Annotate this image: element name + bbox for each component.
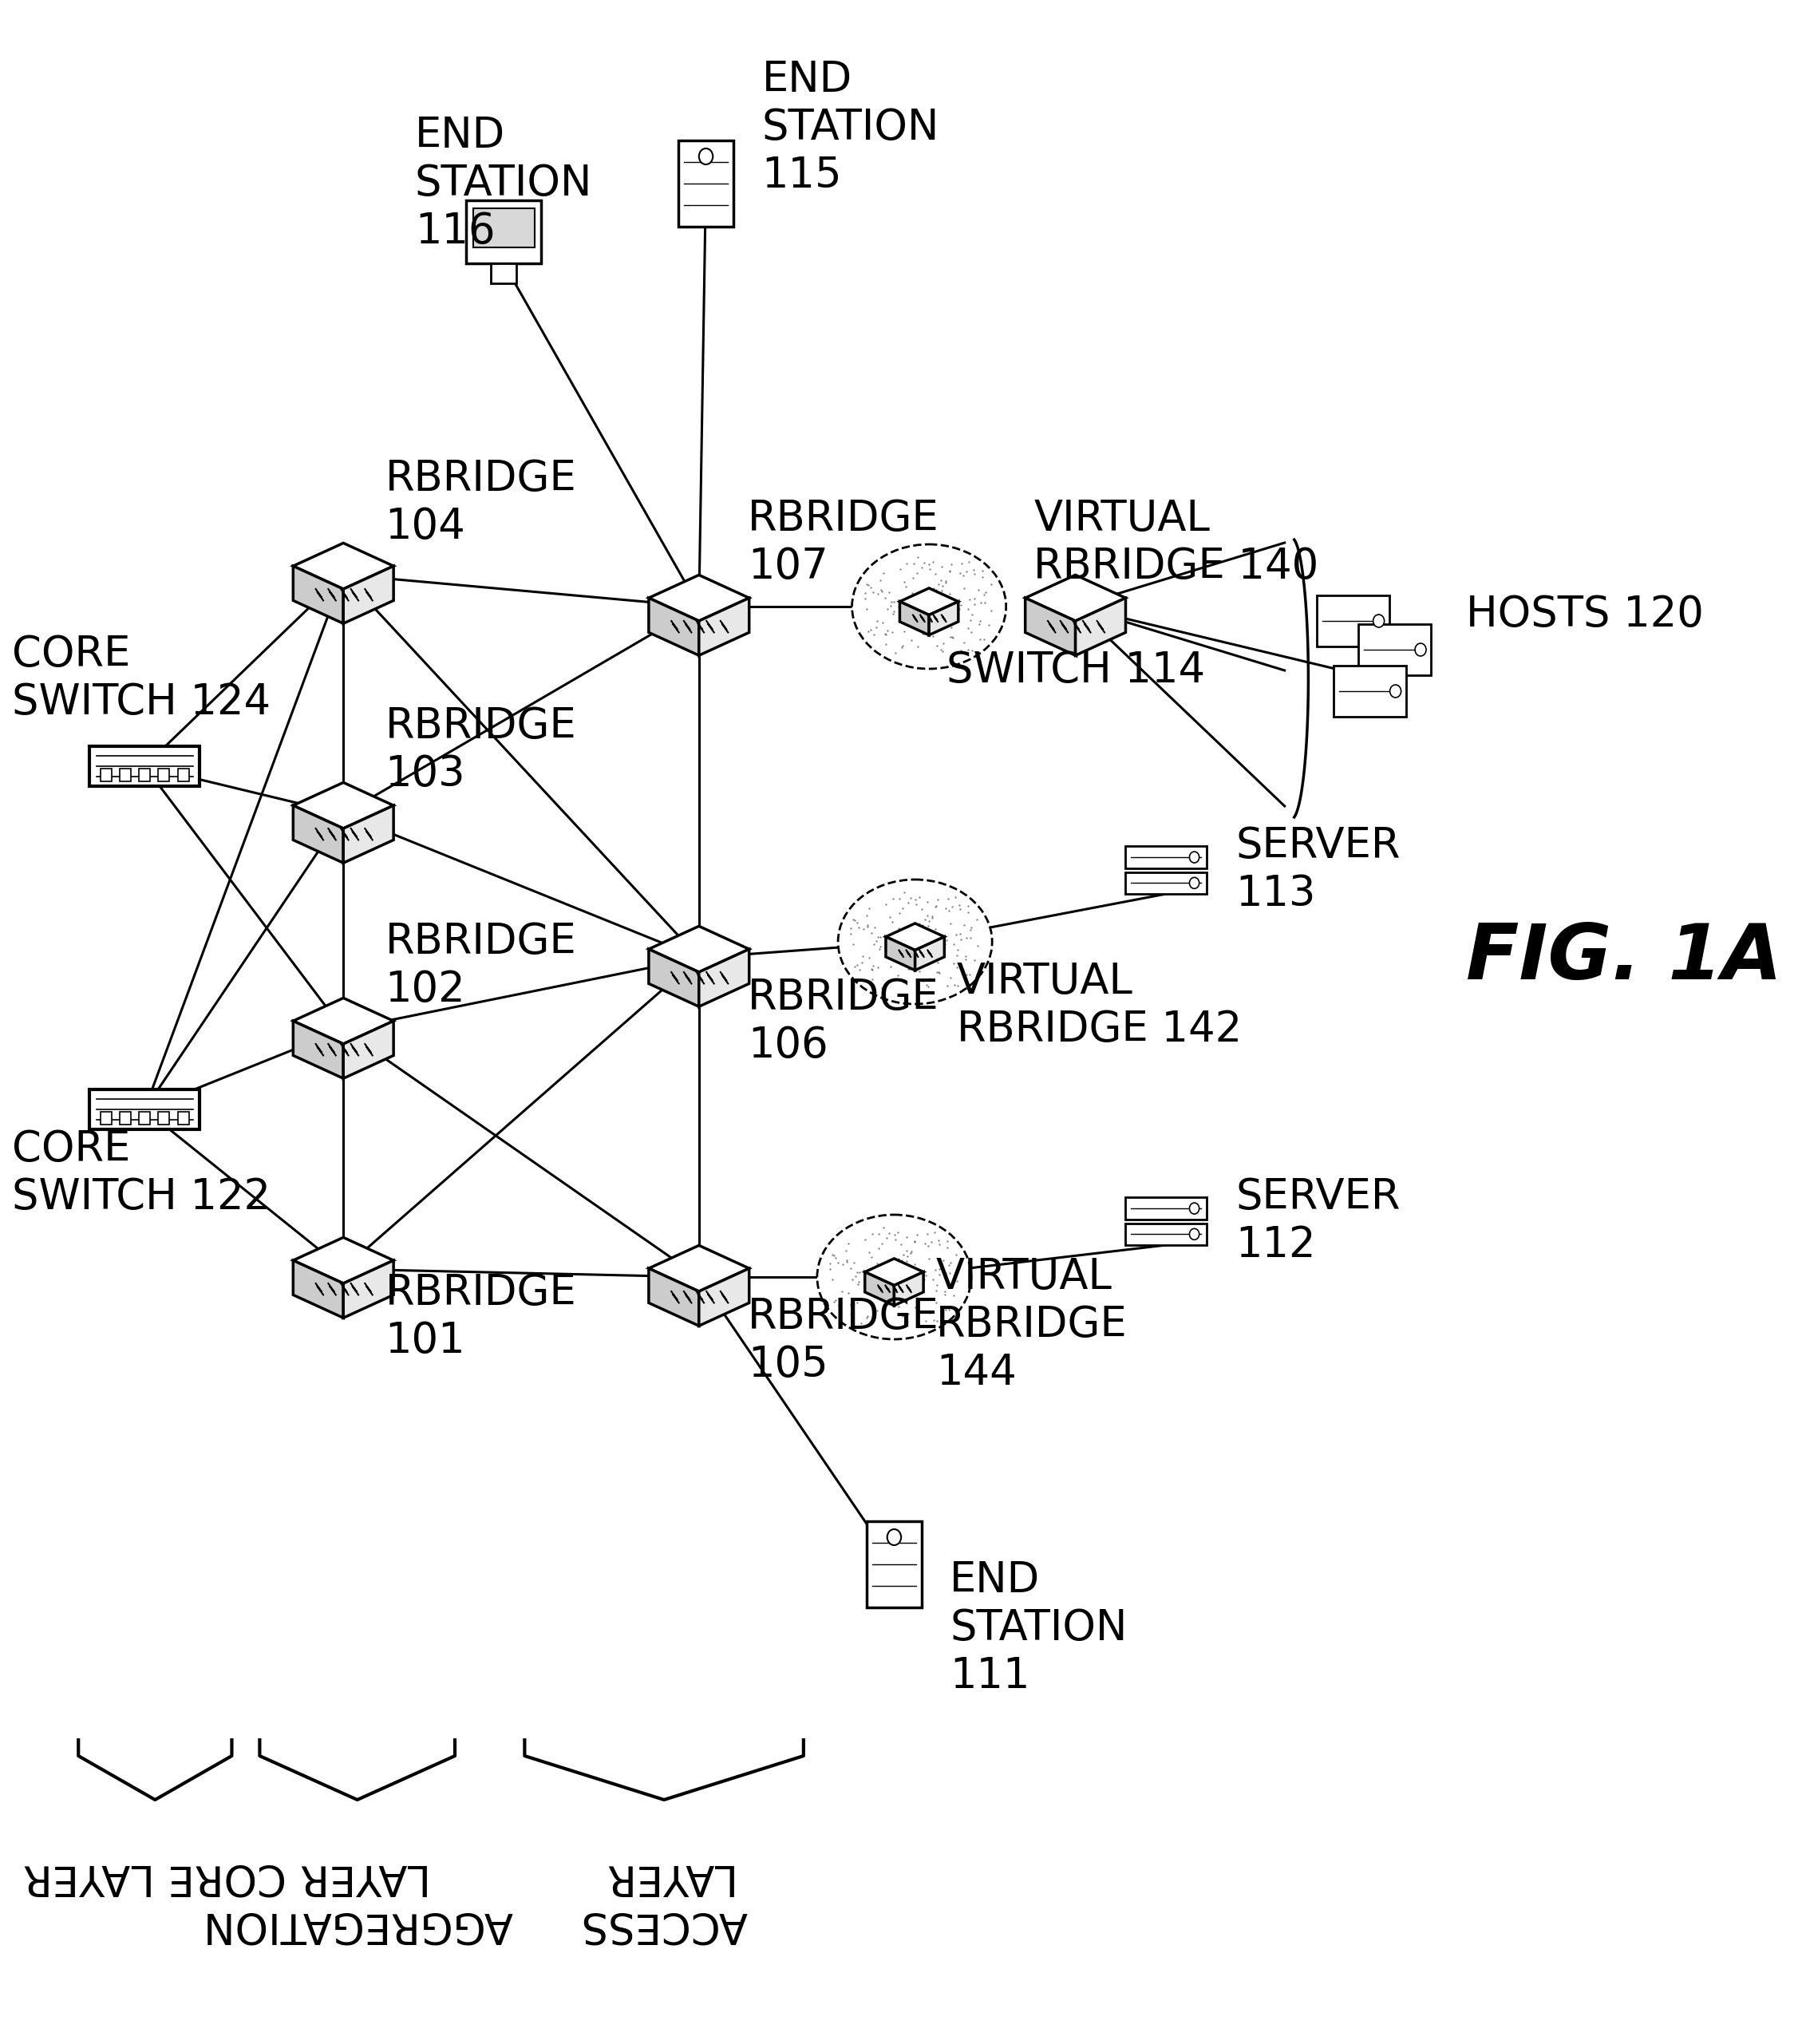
Polygon shape xyxy=(343,805,394,863)
Polygon shape xyxy=(1025,574,1126,621)
Text: RBRIDGE
101: RBRIDGE 101 xyxy=(385,1271,577,1361)
Circle shape xyxy=(1190,1202,1199,1214)
Ellipse shape xyxy=(838,879,992,1004)
Bar xyxy=(1359,623,1431,675)
Circle shape xyxy=(1374,615,1384,628)
Polygon shape xyxy=(699,948,750,1006)
Bar xyxy=(158,769,169,781)
Text: SWITCH 114: SWITCH 114 xyxy=(946,650,1205,691)
Circle shape xyxy=(1190,877,1199,889)
Text: RBRIDGE
106: RBRIDGE 106 xyxy=(748,977,939,1067)
Polygon shape xyxy=(894,1271,924,1306)
Bar xyxy=(138,769,151,781)
Polygon shape xyxy=(649,574,750,621)
Polygon shape xyxy=(1025,599,1075,656)
Circle shape xyxy=(886,1529,901,1545)
Bar xyxy=(1126,873,1206,893)
Text: RBRIDGE
104: RBRIDGE 104 xyxy=(385,458,577,548)
Polygon shape xyxy=(886,924,944,950)
Bar xyxy=(120,769,131,781)
Bar xyxy=(101,769,111,781)
Circle shape xyxy=(699,149,712,164)
Bar xyxy=(867,1521,922,1607)
Polygon shape xyxy=(699,1269,750,1327)
Polygon shape xyxy=(649,1245,750,1292)
Polygon shape xyxy=(293,1261,343,1318)
Text: SERVER
113: SERVER 113 xyxy=(1235,826,1401,916)
Text: FIG. 1A: FIG. 1A xyxy=(1465,920,1782,995)
Polygon shape xyxy=(649,948,699,1006)
Ellipse shape xyxy=(816,1214,971,1339)
Text: RBRIDGE
103: RBRIDGE 103 xyxy=(385,705,577,795)
Circle shape xyxy=(1415,644,1426,656)
Ellipse shape xyxy=(852,544,1007,668)
Polygon shape xyxy=(915,936,944,971)
Text: VIRTUAL
RBRIDGE
144: VIRTUAL RBRIDGE 144 xyxy=(937,1257,1127,1394)
Polygon shape xyxy=(293,1237,394,1284)
Polygon shape xyxy=(649,1269,699,1327)
Polygon shape xyxy=(343,1020,394,1079)
Circle shape xyxy=(1390,685,1401,697)
Bar xyxy=(1126,1198,1206,1220)
Bar xyxy=(1316,595,1390,646)
Polygon shape xyxy=(343,566,394,623)
Bar xyxy=(138,1112,151,1124)
Polygon shape xyxy=(899,589,958,615)
Circle shape xyxy=(1190,852,1199,863)
Polygon shape xyxy=(293,1020,343,1079)
Bar xyxy=(90,746,200,787)
Text: RBRIDGE
105: RBRIDGE 105 xyxy=(748,1296,939,1386)
Bar xyxy=(473,208,534,247)
Text: VIRTUAL
RBRIDGE 142: VIRTUAL RBRIDGE 142 xyxy=(957,961,1242,1051)
Polygon shape xyxy=(865,1271,894,1306)
Bar xyxy=(178,769,189,781)
Text: END
STATION
115: END STATION 115 xyxy=(762,59,939,196)
Text: CORE LAYER: CORE LAYER xyxy=(23,1856,286,1897)
Polygon shape xyxy=(293,544,394,589)
Text: END
STATION
111: END STATION 111 xyxy=(949,1560,1127,1697)
Polygon shape xyxy=(699,599,750,656)
Bar xyxy=(1126,846,1206,869)
Polygon shape xyxy=(293,997,394,1044)
Text: CORE
SWITCH 122: CORE SWITCH 122 xyxy=(13,1128,270,1218)
Bar xyxy=(120,1112,131,1124)
Polygon shape xyxy=(886,936,915,971)
Bar xyxy=(101,1112,111,1124)
Bar xyxy=(90,1089,200,1130)
Text: RBRIDGE
102: RBRIDGE 102 xyxy=(385,922,577,1010)
Text: SERVER
112: SERVER 112 xyxy=(1235,1177,1401,1265)
Text: VIRTUAL
RBRIDGE 140: VIRTUAL RBRIDGE 140 xyxy=(1034,499,1318,587)
Text: HOSTS 120: HOSTS 120 xyxy=(1465,595,1705,636)
Bar xyxy=(158,1112,169,1124)
Text: AGGREGATION
LAYER: AGGREGATION LAYER xyxy=(201,1856,512,1946)
Circle shape xyxy=(1190,1228,1199,1241)
Polygon shape xyxy=(649,599,699,656)
Polygon shape xyxy=(649,926,750,973)
Text: RBRIDGE
107: RBRIDGE 107 xyxy=(748,499,939,587)
Polygon shape xyxy=(930,601,958,636)
Text: END
STATION
116: END STATION 116 xyxy=(415,114,592,251)
Bar xyxy=(491,264,516,284)
Polygon shape xyxy=(1075,599,1126,656)
Text: ACCESS
LAYER: ACCESS LAYER xyxy=(581,1856,748,1946)
Polygon shape xyxy=(865,1259,924,1286)
Polygon shape xyxy=(343,1261,394,1318)
Bar xyxy=(1334,666,1406,717)
Bar xyxy=(466,200,541,264)
Bar xyxy=(178,1112,189,1124)
Polygon shape xyxy=(293,566,343,623)
Polygon shape xyxy=(899,601,930,636)
Polygon shape xyxy=(293,783,394,828)
Bar xyxy=(678,141,734,227)
Text: CORE
SWITCH 124: CORE SWITCH 124 xyxy=(13,634,270,724)
Polygon shape xyxy=(293,805,343,863)
Bar xyxy=(1126,1222,1206,1245)
